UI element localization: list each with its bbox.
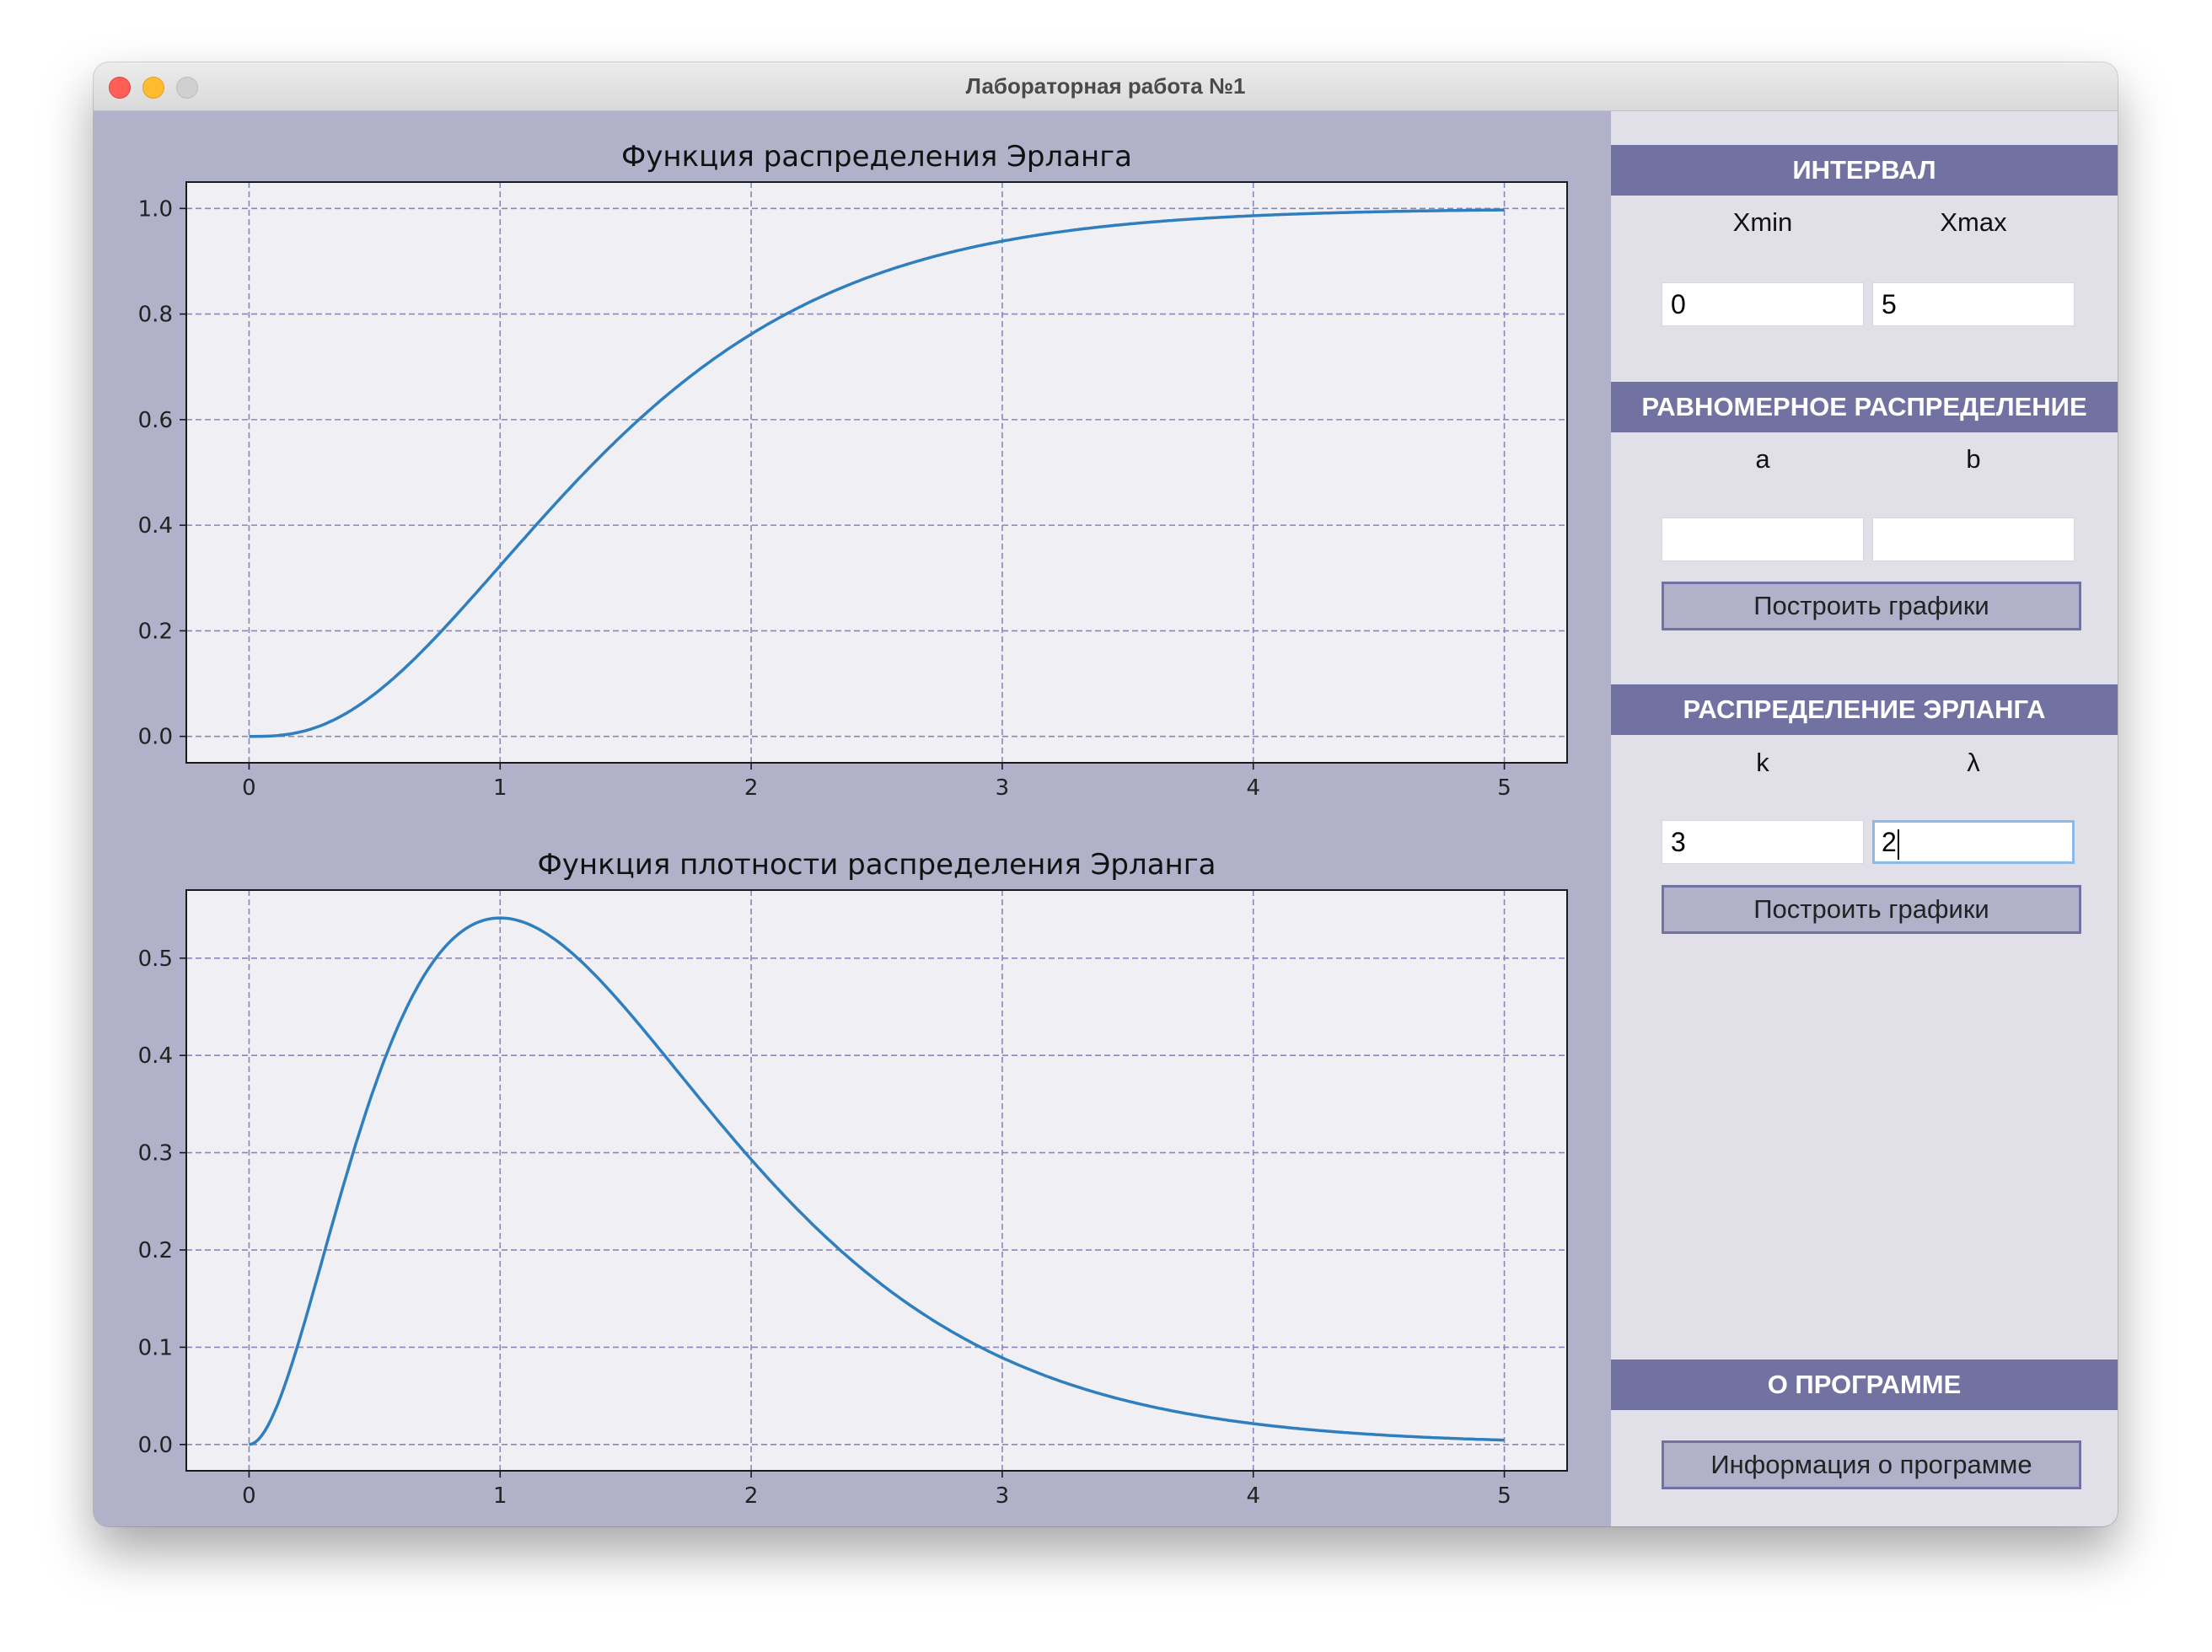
about-program-button[interactable]: Информация о программе [1662,1440,2081,1489]
y-tick-label: 0.3 [138,1141,173,1167]
axes-face [186,890,1567,1471]
xmax-field[interactable]: 5 [1872,282,2075,326]
x-tick-label: 4 [1246,1483,1260,1509]
y-tick-label: 0.2 [138,1238,173,1263]
titlebar[interactable]: Лабораторная работа №1 [94,62,2118,111]
uniform-section-header: РАВНОМЕРНОЕ РАСПРЕДЕЛЕНИЕ [1611,382,2118,432]
chart-2: 0 1 2 3 4 5 0.0 0.1 0.2 0.3 0.4 0.5 Функция плотност… [138,848,1568,1509]
xmax-label: Xmax [1940,207,2007,237]
app-window: Лабораторная работа №1 0 1 2 3 4 5 0.0 0.2 0.4 0.… [94,62,2118,1526]
about-section-header: О ПРОГРАММЕ [1611,1360,2118,1410]
y-tick-label: 1.0 [138,196,173,222]
text-caret [1897,829,1899,860]
y-tick-label: 0.2 [138,619,173,644]
x-tick-label: 0 [242,1483,256,1509]
x-tick-label: 0 [242,775,256,801]
x-tick-label: 3 [996,775,1010,801]
uniform-plot-button[interactable]: Построить графики [1662,582,2081,630]
close-window-button[interactable] [109,77,131,99]
b-label: b [1966,444,1981,474]
window-title: Лабораторная работа №1 [965,73,1246,99]
chart-title: Функция распределения Эрланга [621,140,1132,174]
x-tick-label: 1 [493,1483,507,1509]
b-field[interactable] [1872,518,2075,561]
lambda-field-value: 2 [1882,827,1897,857]
interval-section-header: ИНТЕРВАЛ [1611,145,2118,196]
y-tick-label: 0.5 [138,947,173,972]
k-label: k [1756,748,1769,777]
plot-area: 0 1 2 3 4 5 0.0 0.2 0.4 0.6 0.8 1.0 Функция распреде… [94,111,1611,1526]
y-tick-label: 0.4 [138,1043,173,1069]
a-label: a [1755,444,1770,474]
chart-1: 0 1 2 3 4 5 0.0 0.2 0.4 0.6 0.8 1.0 Функция распреде… [138,140,1568,801]
lambda-field[interactable]: 2 [1872,820,2075,864]
plots-canvas: 0 1 2 3 4 5 0.0 0.2 0.4 0.6 0.8 1.0 Функция распреде… [138,140,1568,1509]
x-tick-label: 3 [996,1483,1010,1509]
y-tick-label: 0.0 [138,725,173,750]
control-panel: ИНТЕРВАЛ Xmin Xmax 0 5 РАВНОМЕРНОЕ РАСПР… [1611,111,2118,1526]
erlang-section-header: РАСПРЕДЕЛЕНИЕ ЭРЛАНГА [1611,684,2118,735]
x-tick-label: 5 [1497,775,1511,801]
x-tick-label: 1 [493,775,507,801]
x-tick-label: 2 [744,1483,759,1509]
axes-frame [185,889,1568,1472]
axes-frame [185,181,1568,764]
series-line [249,916,1505,1446]
k-field[interactable]: 3 [1662,820,1864,864]
y-tick-label: 0.8 [138,303,173,328]
chart-title: Функция плотности распределения Эрланга [538,848,1216,882]
xmin-field[interactable]: 0 [1662,282,1864,326]
a-field[interactable] [1662,518,1864,561]
minimize-window-button[interactable] [142,77,164,99]
x-tick-label: 5 [1497,1483,1511,1509]
y-tick-label: 0.6 [138,408,173,433]
y-tick-label: 0.1 [138,1335,173,1360]
lambda-label: λ [1967,748,1980,777]
axes-face [186,182,1567,763]
x-tick-label: 4 [1246,775,1260,801]
y-tick-label: 0.0 [138,1433,173,1458]
xmin-label: Xmin [1732,207,1793,237]
zoom-window-button[interactable] [176,77,198,99]
erlang-plot-button[interactable]: Построить графики [1662,885,2081,934]
y-tick-label: 0.4 [138,513,173,539]
series-line [249,208,1505,738]
x-tick-label: 2 [744,775,759,801]
